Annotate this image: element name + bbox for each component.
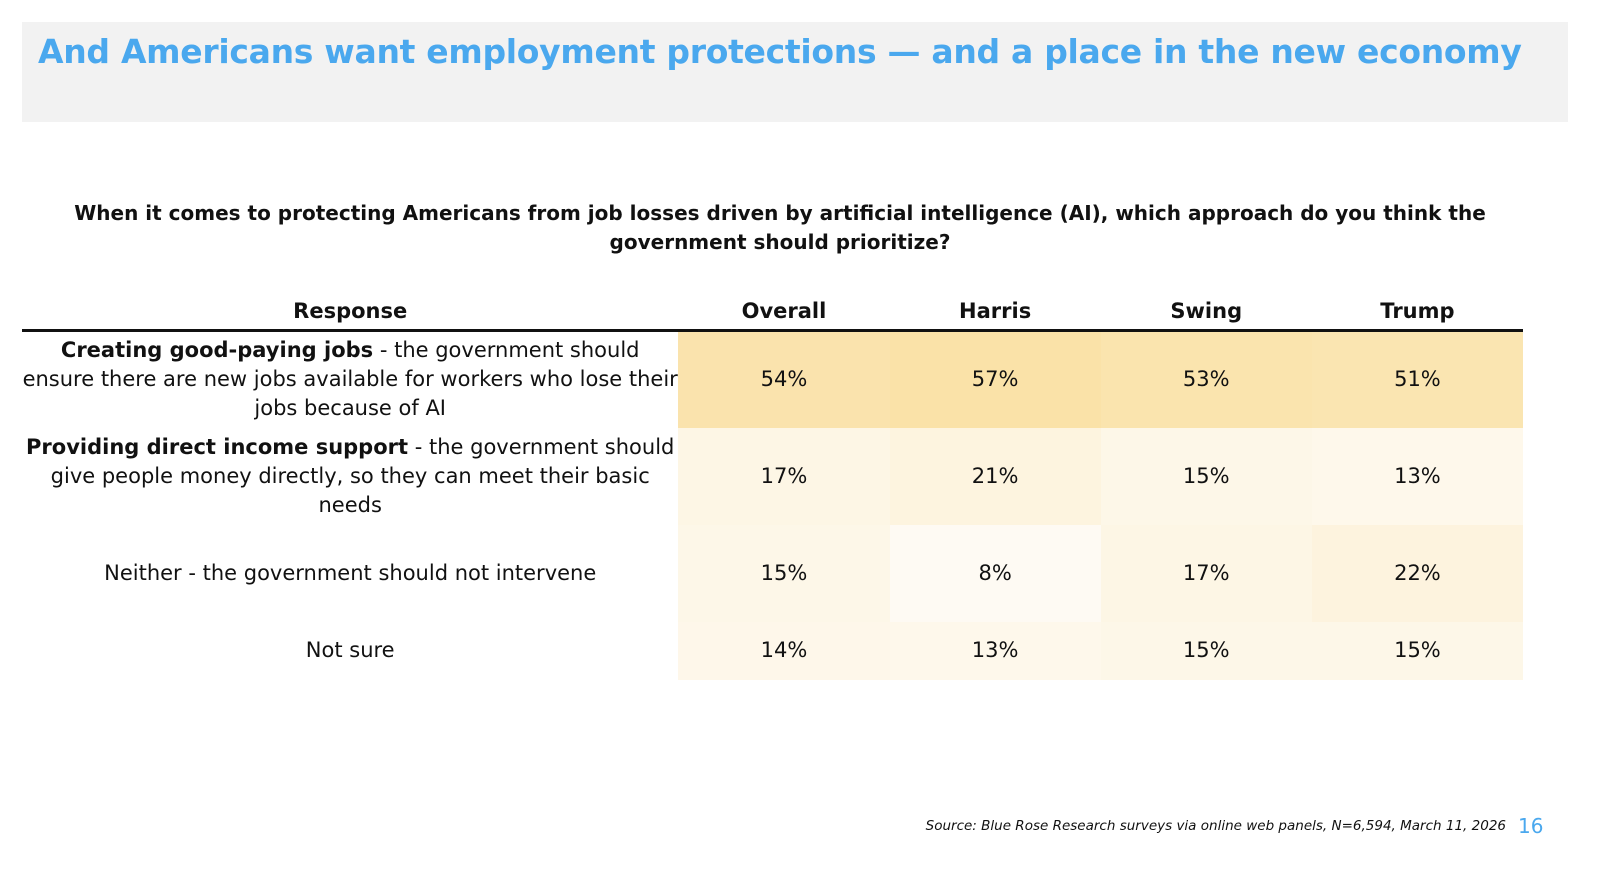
value-cell: 51%: [1311, 330, 1523, 428]
survey-question: When it comes to protecting Americans fr…: [74, 201, 1486, 254]
table-row: Neither - the government should not inte…: [22, 524, 1523, 622]
response-cell: Creating good-paying jobs - the governme…: [22, 331, 678, 428]
response-bold: Creating good-paying jobs: [60, 338, 374, 363]
response-text: - the government should give people mone…: [50, 434, 675, 517]
response-cell: Not sure: [22, 622, 678, 680]
table-row: Providing direct income support - the go…: [22, 427, 1523, 525]
col-swing: Swing: [1100, 293, 1312, 332]
slide-title: And Americans want employment protection…: [38, 32, 1522, 71]
value-cell: 15%: [1100, 427, 1312, 525]
table-row: Not sure 14% 13% 15% 15%: [22, 621, 1523, 680]
value-cell: 8%: [889, 524, 1101, 622]
value-cell: 15%: [1100, 621, 1312, 680]
response-cell: Providing direct income support - the go…: [22, 428, 678, 525]
col-response: Response: [22, 293, 679, 332]
response-bold: Providing direct income support: [26, 434, 409, 459]
value-cell: 15%: [678, 524, 890, 622]
response-cell: Neither - the government should not inte…: [22, 525, 678, 622]
value-cell: 13%: [1311, 427, 1523, 525]
response-text: Not sure: [305, 638, 395, 662]
value-cell: 21%: [889, 427, 1101, 525]
value-cell: 57%: [889, 330, 1101, 428]
col-harris: Harris: [889, 293, 1101, 332]
value-cell: 17%: [1100, 524, 1312, 622]
results-table: Response Overall Harris Swing Trump Crea…: [22, 293, 1523, 680]
value-cell: 15%: [1311, 621, 1523, 680]
value-cell: 54%: [678, 330, 890, 428]
value-cell: 14%: [678, 621, 890, 680]
title-bar: And Americans want employment protection…: [22, 22, 1568, 122]
value-cell: 53%: [1100, 330, 1312, 428]
page-number: 16: [1518, 814, 1544, 838]
header-row: Response Overall Harris Swing Trump: [22, 293, 1523, 332]
response-text: Neither - the government should not inte…: [104, 560, 597, 585]
value-cell: 13%: [889, 621, 1101, 680]
table-row: Creating good-paying jobs - the governme…: [22, 330, 1523, 428]
response-text: - the government should ensure there are…: [22, 338, 678, 421]
col-trump: Trump: [1311, 293, 1523, 332]
value-cell: 22%: [1311, 524, 1523, 622]
source-note: Source: Blue Rose Research surveys via o…: [925, 818, 1506, 834]
col-overall: Overall: [678, 293, 890, 332]
value-cell: 17%: [678, 427, 890, 525]
